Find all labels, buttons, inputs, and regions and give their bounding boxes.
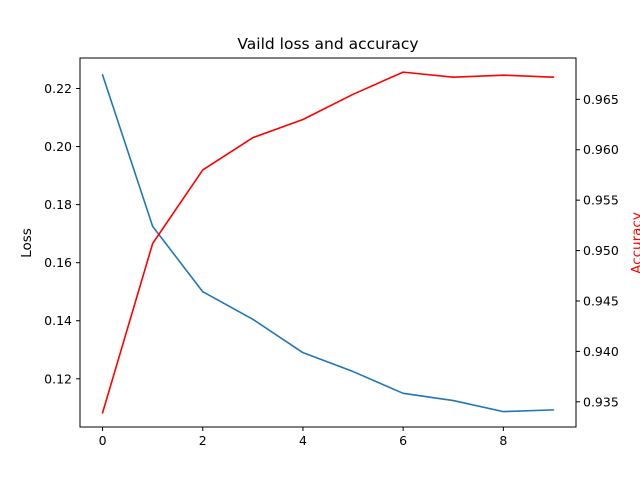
left-y-axis-ticks: 0.12 0.14 0.16 0.18 0.20 0.22 — [44, 81, 80, 386]
x-tick-label: 6 — [399, 433, 407, 448]
right-y-tick-label: 0.945 — [583, 293, 619, 308]
plot-frame — [79, 57, 577, 428]
x-tick-label: 8 — [499, 433, 507, 448]
series-layer — [101, 71, 555, 414]
right-y-axis-ticks: 0.935 0.940 0.945 0.950 0.955 0.960 0.965 — [576, 92, 619, 409]
right-y-tick-label: 0.955 — [583, 193, 619, 208]
x-tick-label: 2 — [199, 433, 207, 448]
accuracy-series-line — [101, 71, 555, 414]
left-y-axis-label: Loss — [19, 228, 35, 258]
left-y-tick-label: 0.22 — [44, 81, 72, 96]
x-tick-label: 4 — [299, 433, 307, 448]
right-y-tick-label: 0.960 — [583, 142, 619, 157]
right-y-axis-label: Accuracy — [629, 212, 640, 274]
x-tick-label: 0 — [99, 433, 107, 448]
right-y-tick-label: 0.940 — [583, 344, 619, 359]
right-y-tick-label: 0.950 — [583, 243, 619, 258]
chart-title: Vaild loss and accuracy — [237, 35, 418, 53]
left-y-tick-label: 0.16 — [44, 255, 72, 270]
right-y-tick-label: 0.965 — [583, 92, 619, 107]
loss-series-line — [101, 74, 555, 413]
left-y-tick-label: 0.12 — [44, 371, 72, 386]
right-y-tick-label: 0.935 — [583, 394, 619, 409]
left-y-tick-label: 0.14 — [44, 313, 72, 328]
left-y-tick-label: 0.18 — [44, 197, 72, 212]
left-y-tick-label: 0.20 — [44, 139, 72, 154]
x-axis-ticks: 0 2 4 6 8 — [99, 427, 507, 448]
